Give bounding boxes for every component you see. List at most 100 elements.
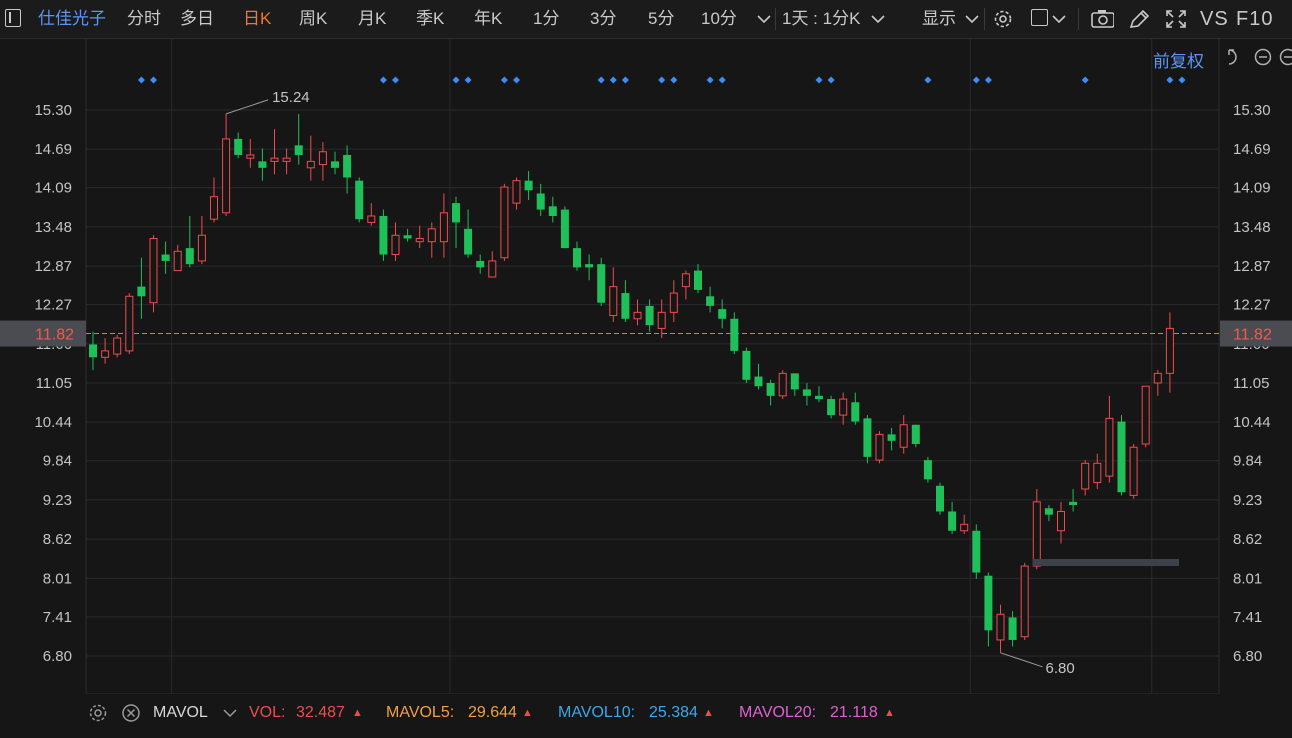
candle-body-down[interactable] bbox=[185, 248, 194, 265]
tab-multi-day[interactable]: 多日 bbox=[180, 9, 214, 28]
settings-gear-icon[interactable] bbox=[991, 8, 1015, 30]
tab-weekly-k[interactable]: 周K bbox=[299, 9, 328, 28]
candle-body-up[interactable] bbox=[657, 311, 666, 329]
tab-quarterly-k[interactable]: 季K bbox=[416, 9, 445, 28]
event-marker-icon[interactable] bbox=[984, 76, 992, 84]
candle-body-up[interactable] bbox=[101, 350, 110, 358]
candle-body-up[interactable] bbox=[1153, 372, 1162, 384]
candle-body-down[interactable] bbox=[476, 260, 485, 268]
candle-body-up[interactable] bbox=[113, 337, 122, 355]
candle-body-down[interactable] bbox=[621, 293, 630, 319]
candle-body-up[interactable] bbox=[1141, 385, 1150, 445]
candle-body-up[interactable] bbox=[282, 157, 291, 162]
candle-body-up[interactable] bbox=[500, 186, 509, 259]
event-marker-icon[interactable] bbox=[452, 76, 460, 84]
candle-body-up[interactable] bbox=[210, 196, 218, 220]
candle-body-up[interactable] bbox=[197, 234, 206, 262]
candle-body-down[interactable] bbox=[730, 318, 739, 351]
tab-5min[interactable]: 5分 bbox=[648, 9, 675, 28]
event-marker-icon[interactable] bbox=[137, 76, 145, 84]
event-marker-icon[interactable] bbox=[827, 76, 835, 84]
stock-name[interactable]: 仕佳光子 bbox=[38, 9, 106, 28]
event-marker-icon[interactable] bbox=[972, 76, 980, 84]
candle-body-up[interactable] bbox=[633, 311, 642, 320]
camera-icon[interactable] bbox=[1090, 8, 1114, 30]
candle-body-up[interactable] bbox=[439, 212, 448, 243]
candle-body-up[interactable] bbox=[681, 273, 690, 288]
candle-body-up[interactable] bbox=[246, 154, 255, 159]
drawn-line-tool[interactable] bbox=[1033, 559, 1179, 566]
candle-body-up[interactable] bbox=[1129, 446, 1138, 496]
candle-body-down[interactable] bbox=[718, 309, 727, 319]
checkbox-icon[interactable] bbox=[1031, 9, 1048, 26]
candle-body-down[interactable] bbox=[645, 305, 654, 326]
candle-body-up[interactable] bbox=[125, 295, 134, 352]
event-marker-icon[interactable] bbox=[513, 76, 520, 84]
candle-body-down[interactable] bbox=[464, 228, 473, 255]
candle-body-down[interactable] bbox=[923, 460, 932, 480]
candle-body-down[interactable] bbox=[1044, 508, 1053, 515]
tab-yearly-k[interactable]: 年K bbox=[474, 9, 503, 28]
candle-body-down[interactable] bbox=[706, 296, 715, 306]
candle-body-up[interactable] bbox=[391, 234, 400, 256]
candle-body-down[interactable] bbox=[802, 389, 811, 396]
candle-body-down[interactable] bbox=[1117, 421, 1126, 493]
candle-body-up[interactable] bbox=[1057, 510, 1065, 532]
candle-body-up[interactable] bbox=[899, 424, 908, 448]
candle-body-down[interactable] bbox=[379, 215, 388, 255]
event-marker-icon[interactable] bbox=[1166, 76, 1174, 84]
reset-icon[interactable] bbox=[1228, 49, 1237, 65]
candle-body-down[interactable] bbox=[694, 270, 702, 290]
event-marker-icon[interactable] bbox=[500, 76, 508, 84]
event-marker-icon[interactable] bbox=[706, 76, 714, 84]
event-marker-icon[interactable] bbox=[718, 76, 726, 84]
candle-body-up[interactable] bbox=[367, 215, 376, 223]
candle-body-down[interactable] bbox=[827, 399, 836, 416]
candle-body-up[interactable] bbox=[669, 292, 678, 313]
event-marker-icon[interactable] bbox=[150, 76, 157, 84]
indicator-close-icon[interactable] bbox=[120, 702, 142, 724]
candle-body-down[interactable] bbox=[742, 350, 751, 380]
candle-body-down[interactable] bbox=[1069, 501, 1078, 506]
candle-body-down[interactable] bbox=[972, 530, 981, 573]
candle-body-up[interactable] bbox=[149, 237, 158, 304]
f10-button[interactable]: F10 bbox=[1236, 8, 1274, 30]
event-marker-icon[interactable] bbox=[670, 76, 678, 84]
forward-adjust-label[interactable]: 前复权 bbox=[1153, 52, 1204, 71]
candle-body-down[interactable] bbox=[887, 434, 896, 441]
candle-body-up[interactable] bbox=[1081, 462, 1090, 490]
candle-body-down[interactable] bbox=[560, 209, 569, 249]
candle-body-down[interactable] bbox=[294, 145, 303, 155]
indicator-name[interactable]: MAVOL bbox=[153, 704, 208, 721]
vs-compare-button[interactable]: VS bbox=[1200, 8, 1229, 30]
candle-body-down[interactable] bbox=[911, 424, 920, 445]
candle-body-down[interactable] bbox=[1008, 617, 1017, 640]
candle-body-up[interactable] bbox=[1020, 565, 1029, 638]
candle-body-down[interactable] bbox=[89, 344, 97, 358]
pencil-draw-icon[interactable] bbox=[1127, 8, 1151, 30]
event-marker-icon[interactable] bbox=[621, 76, 629, 84]
candle-body-down[interactable] bbox=[766, 383, 775, 396]
indicator-chevron-icon[interactable] bbox=[221, 704, 239, 722]
candle-body-down[interactable] bbox=[851, 402, 860, 422]
candle-body-down[interactable] bbox=[161, 254, 170, 261]
candle-body-down[interactable] bbox=[331, 161, 339, 168]
candlestick-chart[interactable]: 15.30 15.30 14.69 14.69 14.09 14.09 13.48 13.48… bbox=[0, 38, 1292, 694]
candle-body-up[interactable] bbox=[222, 138, 231, 214]
candle-body-down[interactable] bbox=[234, 138, 243, 155]
candle-body-up[interactable] bbox=[318, 151, 327, 166]
indicator-settings-gear-icon[interactable] bbox=[87, 702, 109, 724]
event-marker-icon[interactable] bbox=[609, 76, 617, 84]
event-marker-icon[interactable] bbox=[392, 76, 399, 84]
more-periods-chevron-icon[interactable] bbox=[752, 8, 776, 30]
candle-body-down[interactable] bbox=[815, 395, 823, 400]
candle-body-down[interactable] bbox=[524, 180, 533, 191]
fullscreen-icon[interactable] bbox=[1164, 8, 1188, 30]
tab-1min[interactable]: 1分 bbox=[533, 9, 560, 28]
candle-body-down[interactable] bbox=[536, 193, 545, 210]
candle-body-up[interactable] bbox=[996, 613, 1005, 641]
tab-monthly-k[interactable]: 月K bbox=[358, 9, 387, 28]
tab-intraday[interactable]: 分时 bbox=[127, 9, 161, 28]
candle-body-down[interactable] bbox=[258, 161, 267, 168]
event-marker-icon[interactable] bbox=[464, 76, 472, 84]
